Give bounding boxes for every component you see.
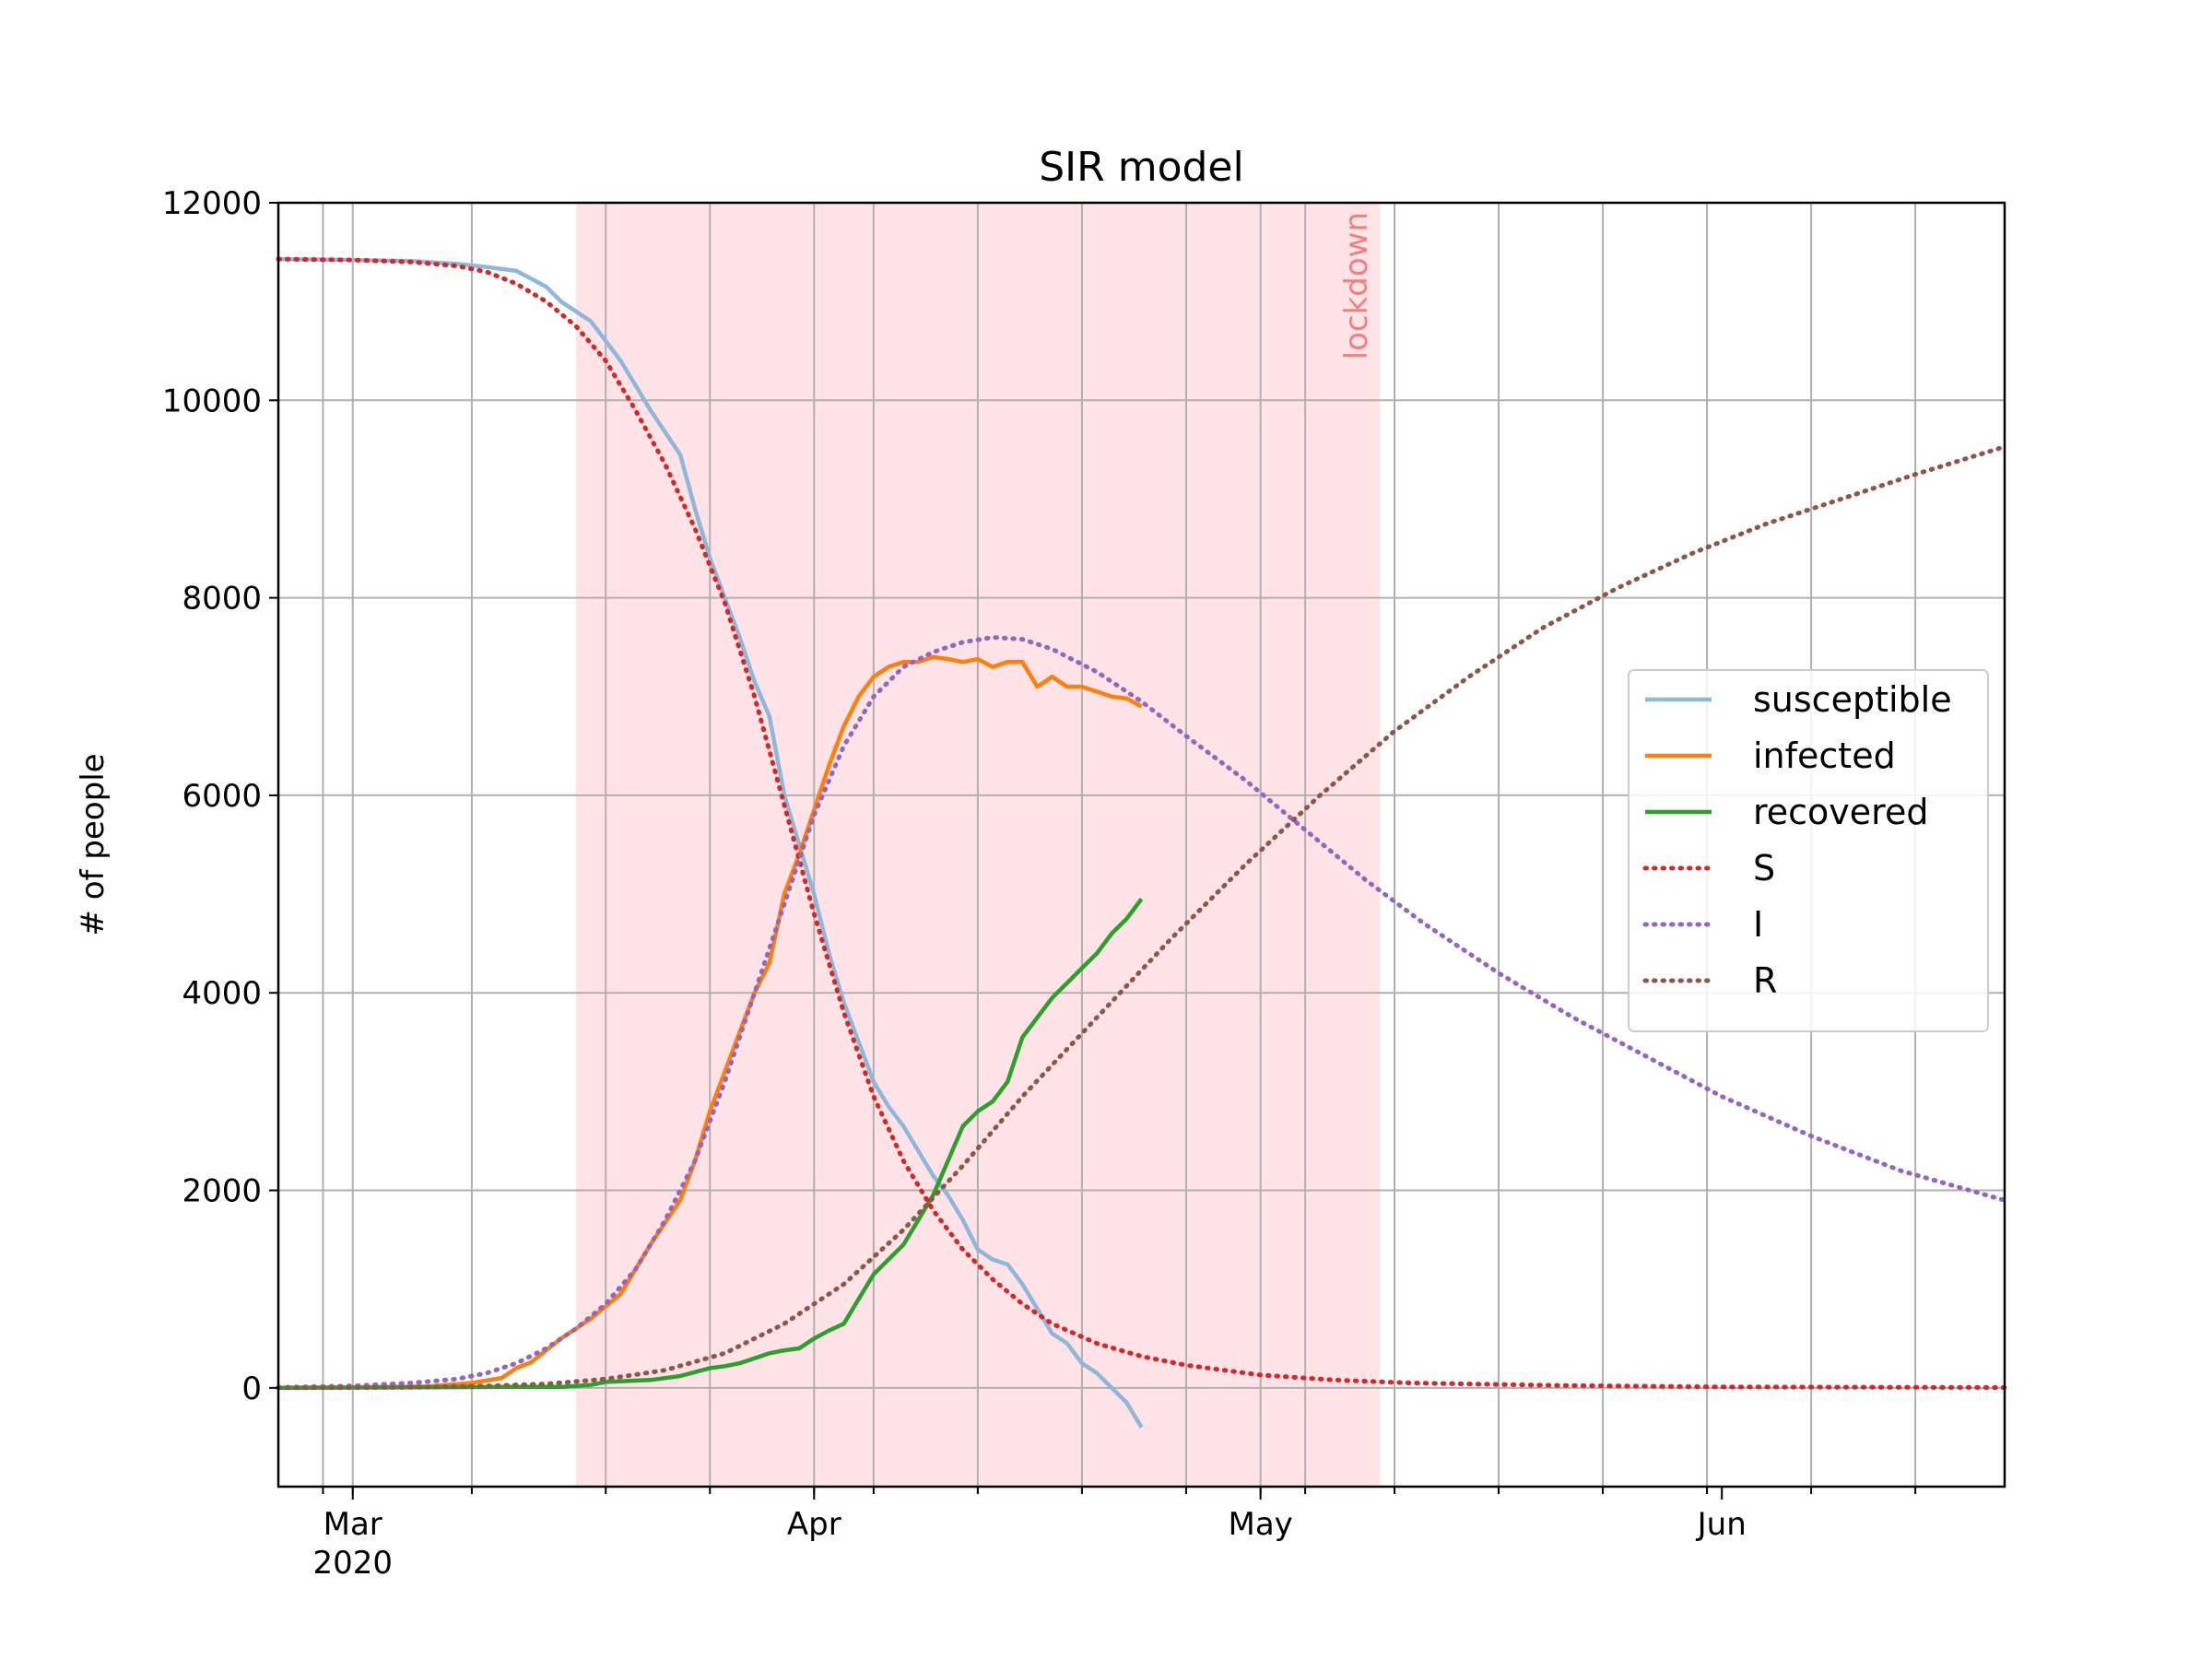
- legend-label-infected: infected: [1753, 735, 1896, 776]
- y-tick-label: 12000: [162, 185, 262, 222]
- series-r-line: [276, 444, 2007, 1391]
- legend-label-s: S: [1753, 848, 1775, 888]
- y-tick-label: 2000: [182, 1173, 262, 1210]
- y-tick-label: 6000: [182, 778, 262, 815]
- legend-label-recovered: recovered: [1753, 792, 1928, 832]
- legend-label-susceptible: susceptible: [1753, 679, 1952, 720]
- chart-title: SIR model: [1039, 144, 1243, 191]
- series-i-line: [276, 635, 2007, 1390]
- lockdown-label: lockdown: [1338, 212, 1375, 359]
- legend: susceptible infected recovered SIR: [1628, 669, 1989, 1032]
- x-tick-label: Jun: [1696, 1506, 1747, 1543]
- x-tick-label: May: [1229, 1506, 1293, 1543]
- y-tick-label: 0: [241, 1371, 262, 1407]
- y-axis-label: # of people: [75, 753, 112, 935]
- x-tick-label: Mar: [324, 1506, 382, 1543]
- x-tick-sublabel: 2020: [312, 1545, 393, 1582]
- y-tick-label: 10000: [162, 382, 262, 419]
- legend-label-i: I: [1753, 904, 1763, 945]
- y-tick-label: 4000: [182, 975, 262, 1012]
- series-s-line: [276, 256, 2007, 1390]
- series-layer: [276, 256, 2007, 1429]
- legend-label-r: R: [1753, 960, 1777, 1001]
- x-tick-label: Apr: [787, 1506, 841, 1543]
- legend-box: [1628, 669, 1989, 1032]
- y-tick-label: 8000: [182, 581, 262, 618]
- series-susceptible-line: [277, 256, 1144, 1429]
- plot-frame: [276, 201, 2006, 1488]
- series-recovered-line: [277, 898, 1144, 1391]
